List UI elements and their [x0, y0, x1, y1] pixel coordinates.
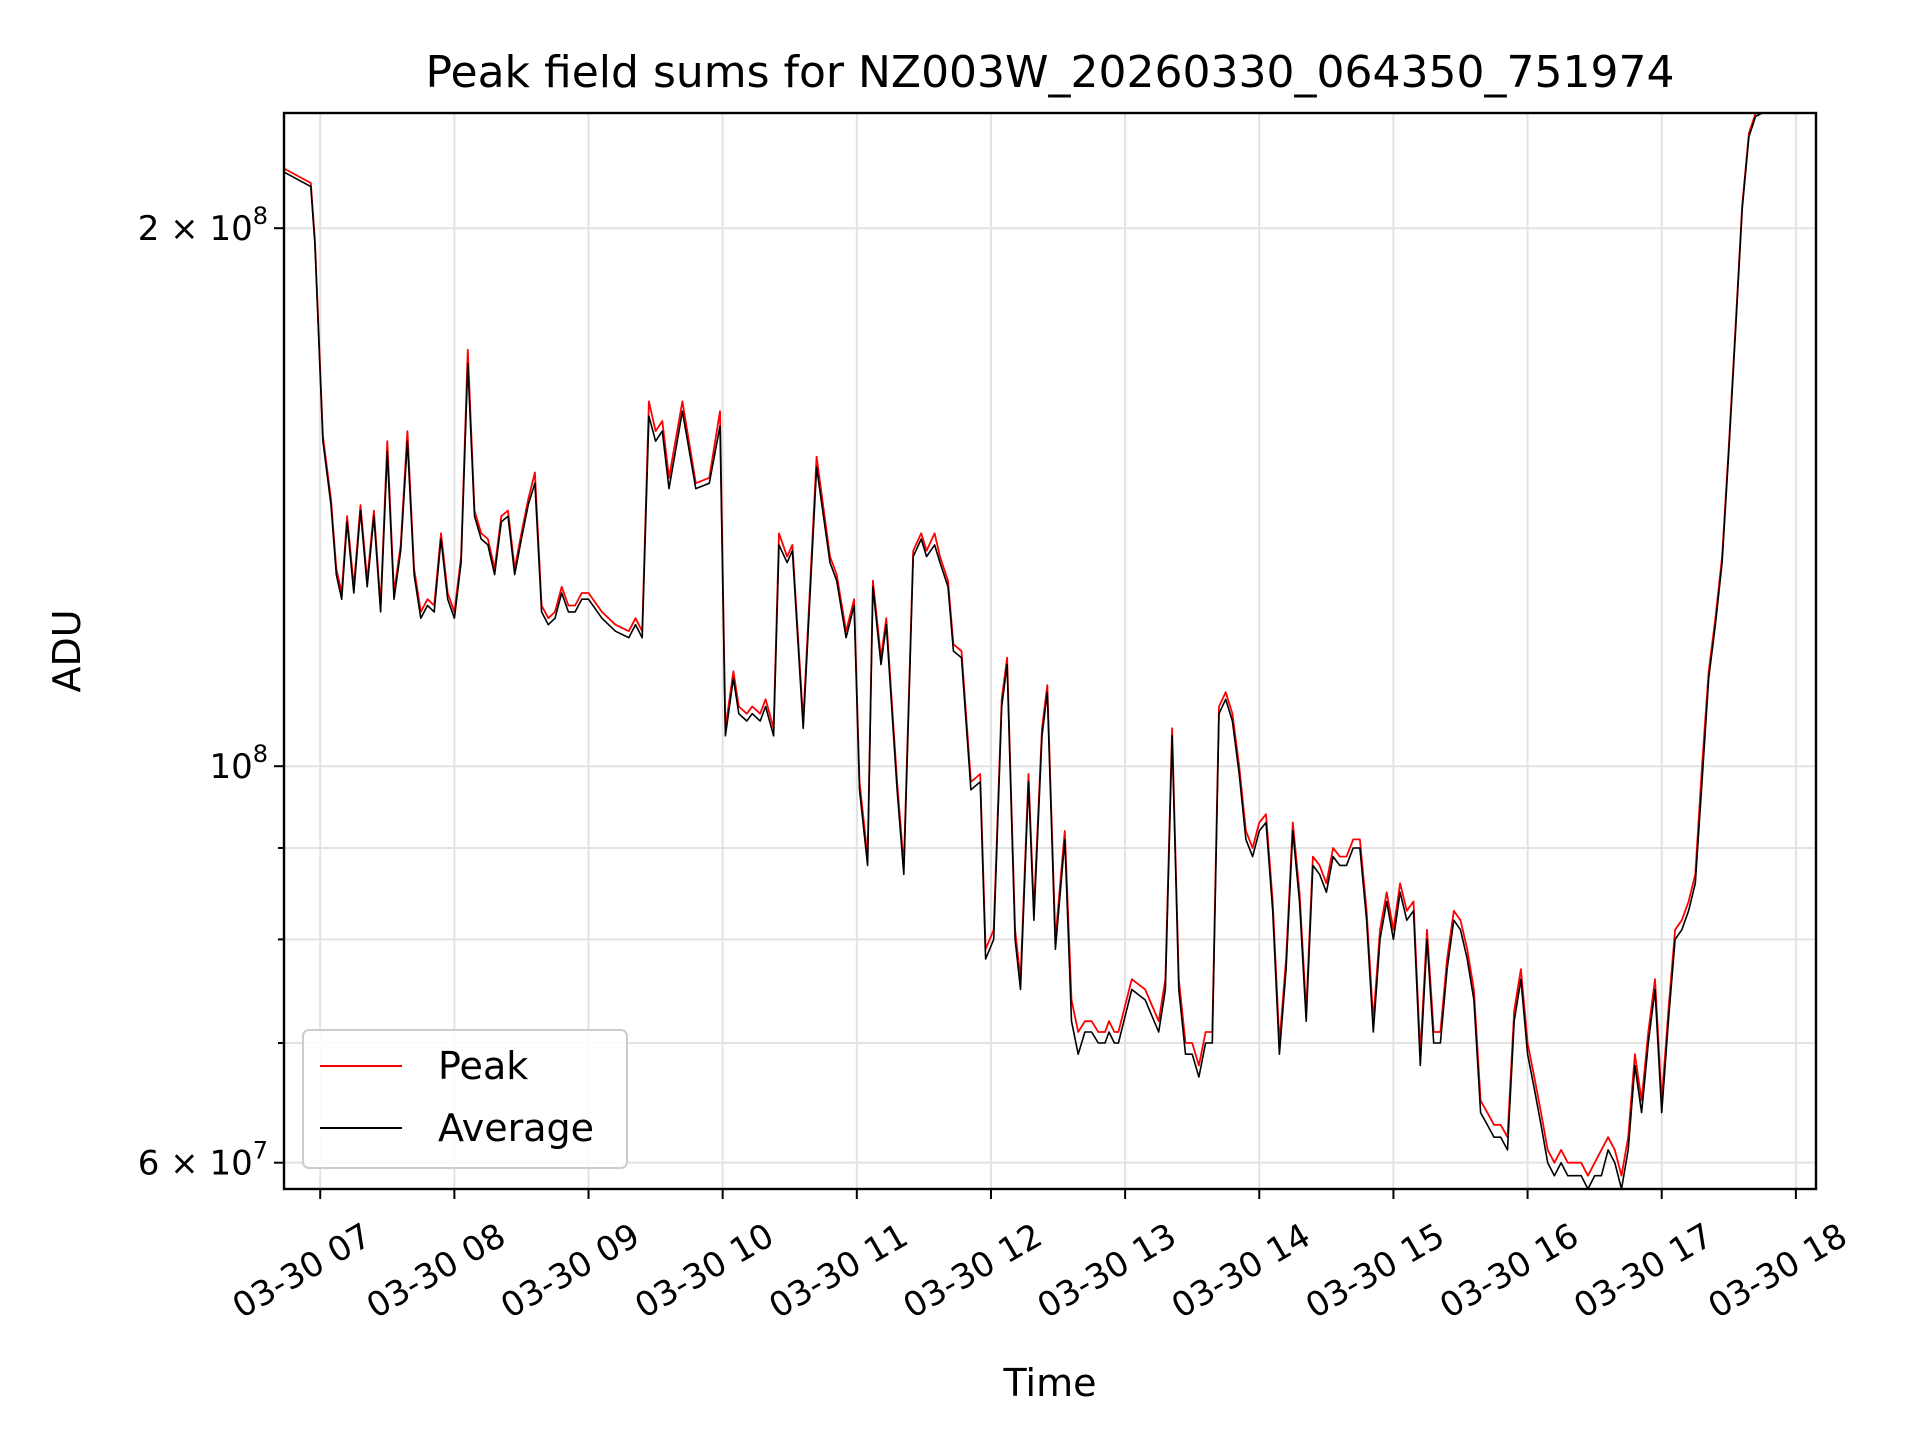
y-tick-exponent: 8 — [253, 740, 268, 768]
y-tick-label: 108 — [209, 740, 268, 787]
chart-title: Peak field sums for NZ003W_20260330_0643… — [426, 47, 1675, 98]
y-tick-label: 2 × 108 — [138, 202, 268, 249]
legend-box — [302, 1029, 628, 1169]
y-axis-label: ADU — [45, 609, 89, 692]
legend: Peak Average — [302, 1029, 628, 1169]
series-layer — [283, 112, 1769, 1190]
legend-peak-label: Peak — [438, 1044, 528, 1088]
y-tick-label: 6 × 107 — [138, 1137, 268, 1184]
y-tick-exponent: 8 — [253, 202, 268, 230]
y-tick-mantissa: 2 × — [138, 209, 210, 249]
y-tick-exponent: 7 — [253, 1137, 268, 1165]
y-tick-mantissa: 6 × — [138, 1144, 210, 1184]
y-tick-base: 10 — [209, 747, 252, 787]
legend-average-label: Average — [438, 1106, 594, 1150]
plot-frame — [282, 111, 1818, 1191]
x-axis-label: Time — [1003, 1361, 1097, 1405]
y-tick-base: 10 — [209, 209, 252, 249]
average-series-line — [283, 112, 1769, 1190]
y-tick-base: 10 — [209, 1144, 252, 1184]
